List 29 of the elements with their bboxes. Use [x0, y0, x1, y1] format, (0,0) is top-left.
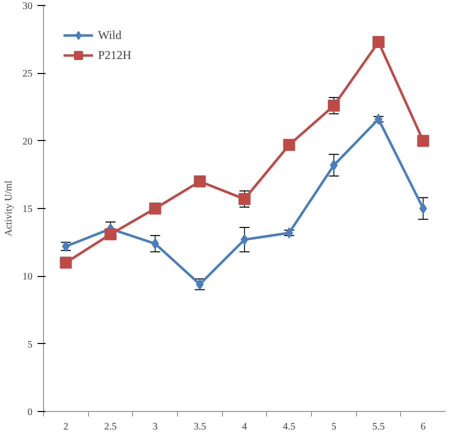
point	[149, 202, 162, 214]
legend-label: P212H	[98, 48, 132, 62]
point	[194, 175, 206, 188]
x-tick-label: 3.5	[194, 422, 206, 432]
y-tick-label: 5	[28, 339, 32, 350]
point	[60, 256, 72, 269]
legend-label: Wild	[98, 28, 122, 42]
x-tick-label: 2	[63, 422, 68, 432]
y-tick-label: 15	[22, 204, 32, 215]
x-tick-label: 5.5	[372, 422, 385, 432]
point	[372, 36, 384, 48]
x-tick-label: 3	[152, 422, 158, 432]
point	[417, 134, 430, 147]
x-tick-label: 6	[420, 422, 426, 432]
x-tick-label: 5	[331, 422, 336, 432]
y-tick-label: 20	[22, 136, 32, 148]
y-tick-label: 30	[22, 1, 32, 12]
point	[419, 203, 427, 214]
point	[283, 138, 296, 151]
y-tick-label: 0	[28, 407, 32, 418]
x-tick-label: 2.5	[104, 422, 117, 432]
point	[104, 228, 116, 240]
point	[238, 193, 250, 206]
y-tick-label: 25	[22, 68, 32, 80]
point	[328, 100, 340, 112]
x-tick-label: 4.5	[282, 422, 296, 432]
y-axis-title: Activity U/ml	[4, 180, 14, 236]
x-tick-label: 4	[242, 422, 247, 432]
y-tick-label: 10	[22, 272, 32, 283]
